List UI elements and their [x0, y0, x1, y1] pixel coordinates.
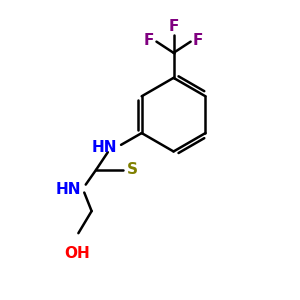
Text: S: S [127, 162, 138, 177]
Text: OH: OH [64, 246, 90, 261]
Text: F: F [168, 19, 179, 34]
Text: HN: HN [91, 140, 117, 155]
Text: F: F [144, 33, 154, 48]
Text: F: F [193, 33, 203, 48]
Text: HN: HN [56, 182, 81, 196]
